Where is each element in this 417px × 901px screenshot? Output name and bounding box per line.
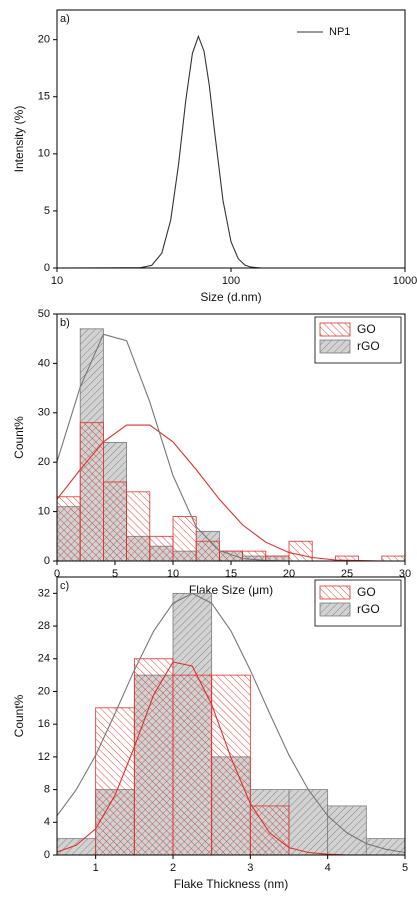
x-tick-label: 0: [54, 568, 60, 580]
legend-swatch: [319, 602, 351, 617]
y-tick-label: 15: [38, 91, 50, 103]
y-tick-label: 32: [38, 587, 50, 599]
x-tick-label: 5: [402, 862, 408, 874]
panel-label: a): [60, 13, 70, 25]
legend-label: NP1: [329, 26, 350, 38]
panel-label: b): [60, 317, 70, 329]
y-tick-label: 0: [44, 555, 50, 567]
legend-swatch: [319, 585, 351, 600]
bar: [381, 555, 405, 561]
x-tick-label: 1: [93, 862, 99, 874]
bar: [95, 707, 135, 855]
legend-label: rGO: [357, 339, 380, 353]
x-tick-label: 10: [167, 568, 179, 580]
bar: [126, 491, 151, 561]
plot: [57, 328, 405, 561]
y-axis-label: Count%: [12, 694, 26, 737]
plot-frame: [56, 9, 406, 269]
y-tick-label: 50: [38, 308, 50, 320]
bar: [195, 540, 220, 561]
bar: [57, 496, 81, 561]
bar: [288, 789, 329, 855]
y-axis-label: Count%: [12, 416, 26, 459]
fit-curve: [57, 333, 405, 561]
bar: [57, 838, 97, 855]
x-tick-label: 25: [341, 568, 353, 580]
bar: [327, 805, 367, 855]
legend-label: GO: [357, 322, 376, 336]
plot: [57, 592, 405, 855]
x-tick-label: 1000: [393, 275, 417, 287]
y-tick-label: 8: [44, 783, 50, 795]
y-tick-label: 28: [38, 620, 50, 632]
y-tick-label: 5: [44, 205, 50, 217]
x-tick-label: 15: [225, 568, 237, 580]
plot-frame: [56, 313, 406, 562]
x-tick-label: 2: [170, 862, 176, 874]
legend-label: rGO: [357, 602, 380, 616]
y-tick-label: 10: [38, 148, 50, 160]
bar: [79, 422, 104, 561]
x-axis-label: Size (d.nm): [200, 290, 261, 304]
y-tick-label: 16: [38, 718, 50, 730]
x-tick-label: 100: [222, 275, 240, 287]
bar: [172, 674, 213, 855]
bar: [211, 674, 251, 855]
y-tick-label: 20: [38, 456, 50, 468]
x-tick-label: 10: [51, 275, 63, 287]
bar: [172, 516, 197, 561]
y-tick-label: 12: [38, 751, 50, 763]
y-tick-label: 20: [38, 34, 50, 46]
y-axis-label: Intensity (%): [12, 106, 26, 173]
bar: [149, 535, 174, 561]
x-axis-label: Flake Thickness (nm): [174, 877, 288, 891]
x-tick-label: 5: [112, 568, 118, 580]
fit-curve: [57, 424, 405, 561]
legend-label: GO: [357, 585, 376, 599]
line: [57, 34, 405, 268]
legend-swatch: [319, 339, 351, 354]
y-tick-label: 0: [44, 849, 50, 861]
bar: [218, 550, 243, 561]
bar: [288, 540, 313, 561]
fit-curve: [57, 661, 405, 855]
legend-swatch: [319, 322, 351, 337]
y-tick-label: 0: [44, 262, 50, 274]
y-tick-label: 20: [38, 685, 50, 697]
bar: [365, 838, 405, 855]
y-tick-label: 10: [38, 506, 50, 518]
plot: [57, 34, 405, 268]
x-tick-label: 3: [247, 862, 253, 874]
y-tick-label: 4: [44, 816, 50, 828]
bar: [133, 658, 174, 855]
plot-frame: [56, 576, 406, 856]
x-tick-label: 4: [325, 862, 331, 874]
panel-label: c): [60, 580, 69, 592]
bar: [103, 481, 128, 561]
fit-curve: [57, 592, 405, 854]
y-tick-label: 40: [38, 357, 50, 369]
y-tick-label: 30: [38, 407, 50, 419]
x-tick-label: 20: [283, 568, 295, 580]
y-tick-label: 24: [38, 653, 50, 665]
